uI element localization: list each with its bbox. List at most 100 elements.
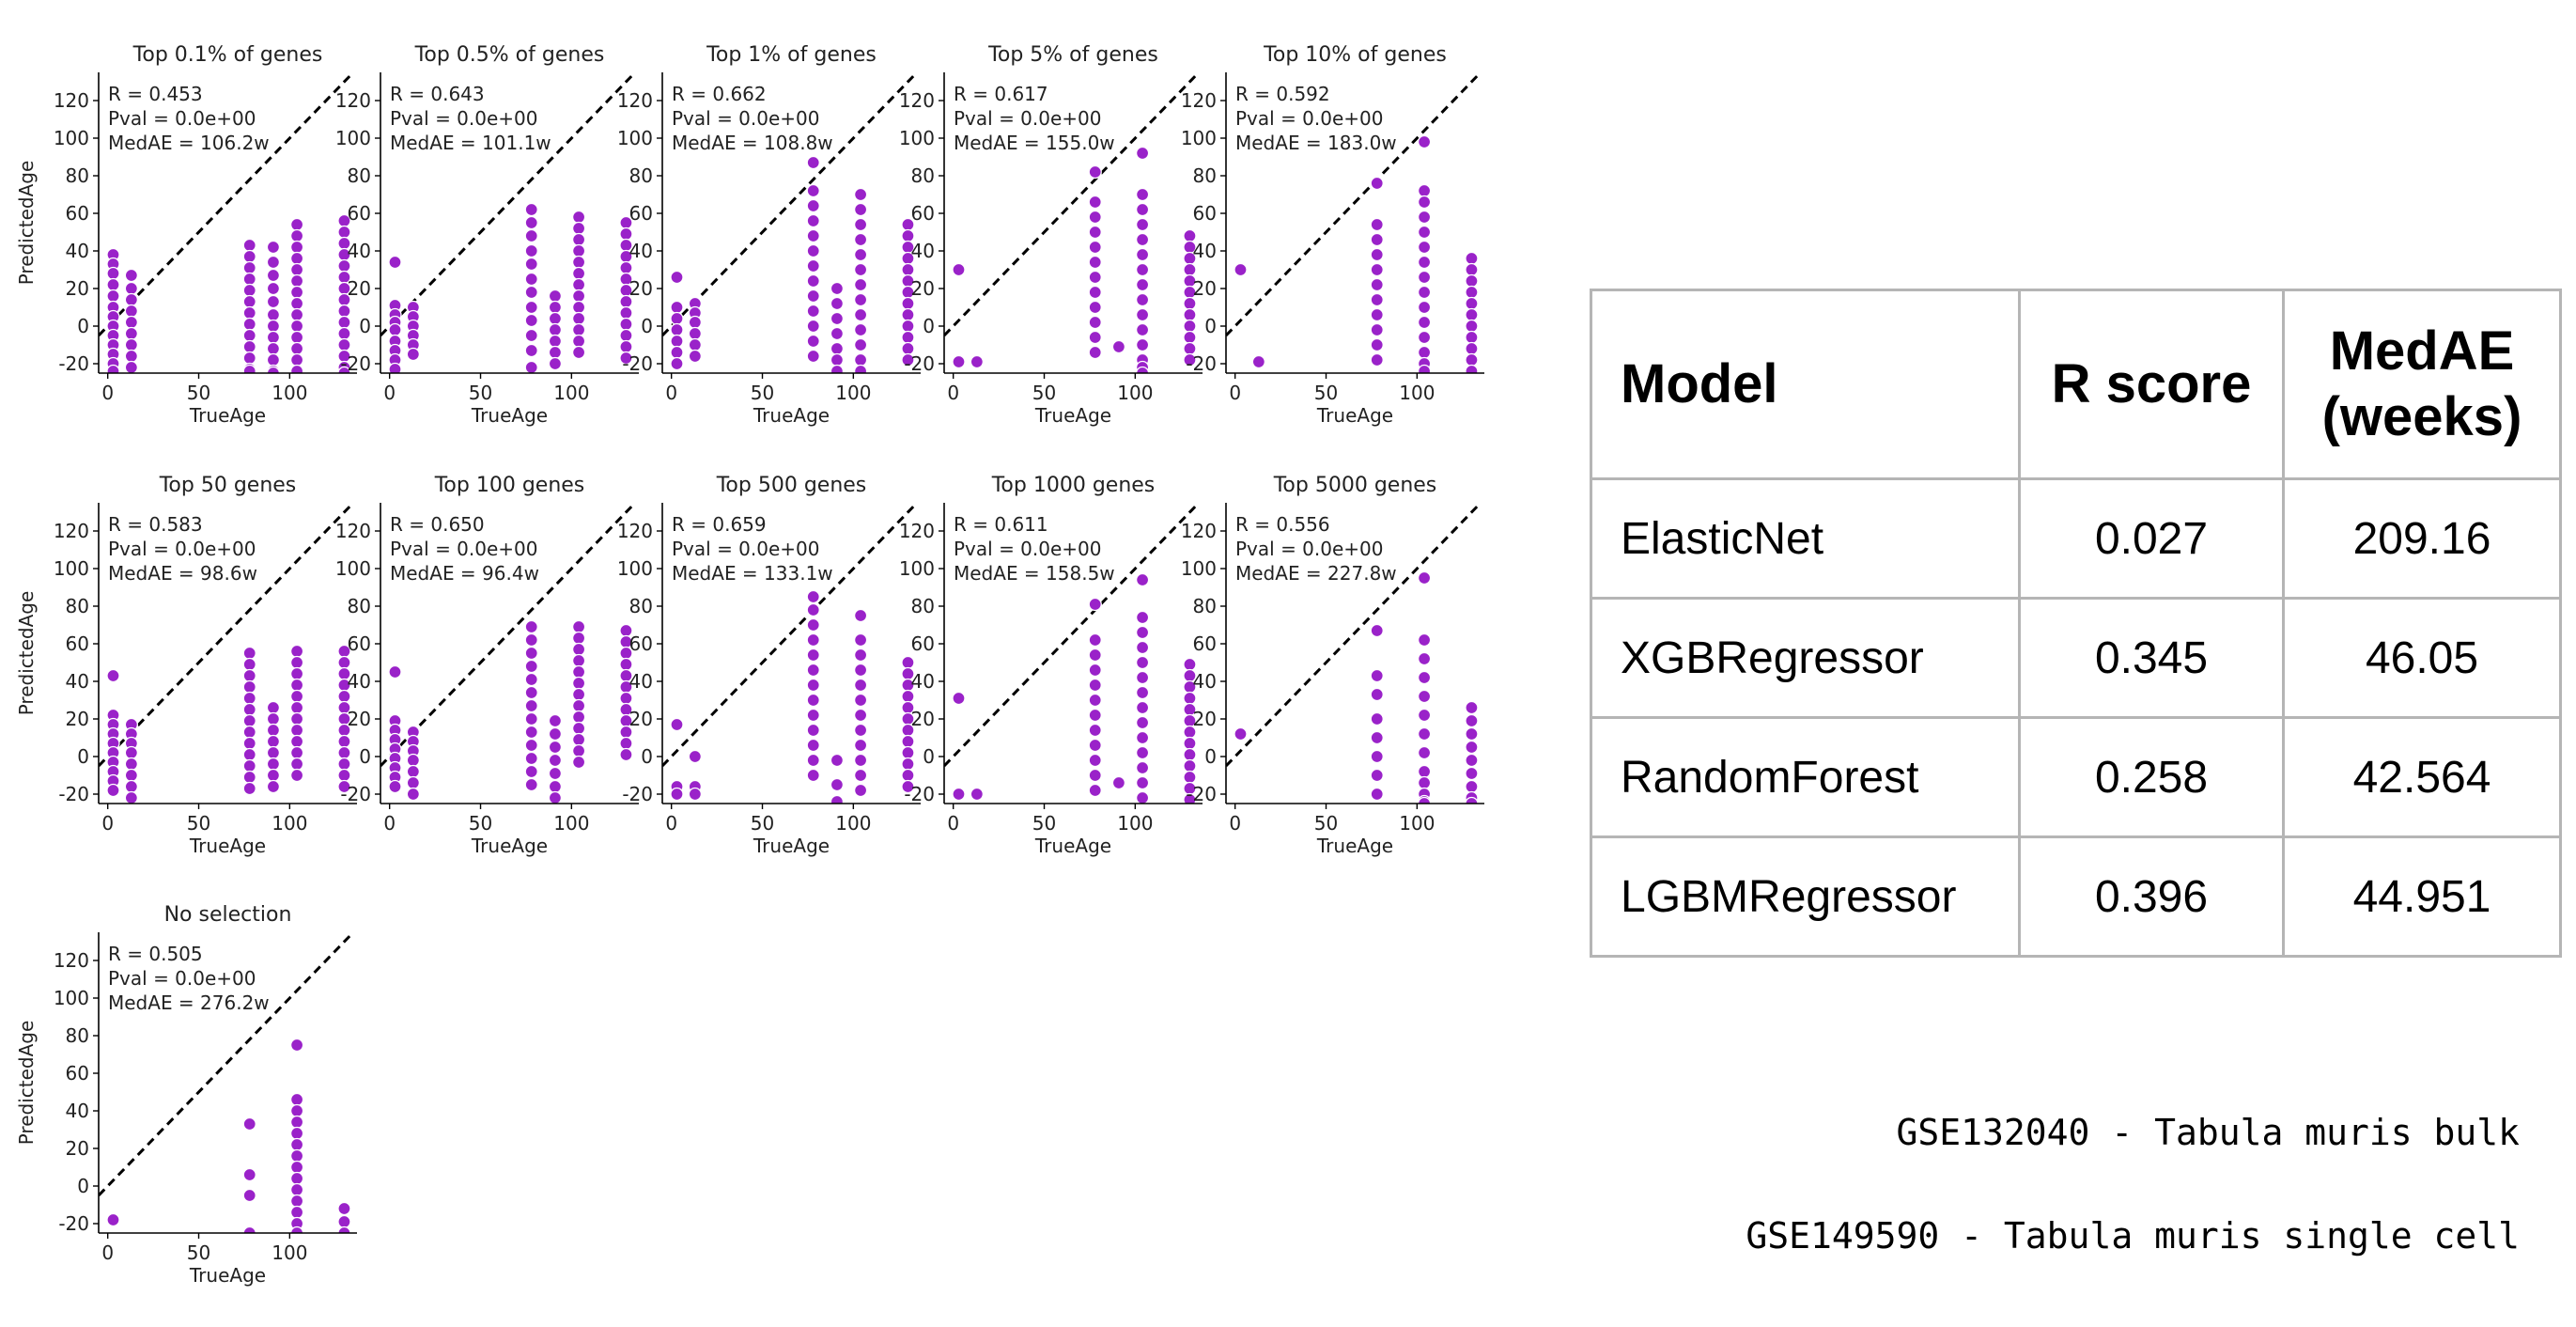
data-point [1370, 668, 1384, 683]
y-tick-label: 60 [629, 202, 653, 225]
y-tick-label: 100 [899, 127, 935, 149]
data-point [548, 300, 563, 315]
data-point [1135, 625, 1150, 640]
data-point [1111, 775, 1126, 790]
panel-title: Top 5% of genes [987, 43, 1158, 67]
y-tick-label: 40 [1193, 670, 1217, 693]
data-point [806, 258, 820, 273]
data-point [571, 755, 586, 770]
data-point [548, 322, 563, 337]
data-point [1465, 700, 1479, 715]
y-axis-label: PredictedAge [15, 591, 38, 716]
data-point [688, 337, 703, 352]
y-tick-label: 0 [641, 745, 653, 768]
data-point [242, 272, 256, 287]
y-tick-label: 60 [911, 632, 935, 655]
data-point [1135, 745, 1150, 760]
data-point [1135, 277, 1150, 292]
data-point [266, 307, 281, 322]
stats-annotation: MedAE = 155.0w [954, 132, 1115, 154]
data-point [548, 779, 563, 794]
data-point [1135, 247, 1150, 262]
data-point [670, 322, 684, 337]
data-point [266, 352, 281, 367]
x-tick-label: 50 [469, 812, 492, 835]
data-point [1088, 693, 1102, 708]
data-point [830, 311, 845, 326]
data-point [266, 294, 281, 309]
data-point [619, 747, 633, 762]
x-axis-label: TrueAge [471, 835, 548, 857]
table-row: XGBRegressor 0.345 46.05 [1590, 597, 2562, 719]
data-point [688, 326, 703, 341]
x-tick-label: 50 [1032, 812, 1056, 835]
data-point [242, 702, 256, 717]
x-tick-label: 50 [187, 812, 210, 835]
data-point [1370, 277, 1384, 292]
x-tick-label: 100 [272, 1241, 307, 1264]
y-tick-label: -20 [1186, 783, 1217, 805]
stats-annotation: R = 0.659 [672, 513, 767, 536]
data-point [524, 685, 538, 700]
scatter-panel: -20 0 20 40 60 80 100 120 0 50 100 TrueAge Predicted… [15, 474, 357, 857]
data-point [242, 364, 256, 373]
data-point [853, 708, 868, 723]
y-tick-label: 120 [617, 89, 653, 112]
x-tick-label: 0 [665, 812, 677, 835]
data-point [1465, 352, 1479, 367]
data-point [266, 745, 281, 760]
data-point [830, 341, 845, 356]
y-tick-label: 80 [348, 164, 371, 187]
data-points [106, 213, 351, 373]
data-point [1088, 738, 1102, 753]
stats-annotation: Pval = 0.0e+00 [1235, 538, 1384, 560]
data-point [337, 1226, 351, 1233]
stats-annotation: MedAE = 227.8w [1235, 562, 1397, 585]
data-point [1417, 330, 1432, 345]
data-point [124, 281, 139, 296]
data-point [337, 1201, 351, 1216]
data-point [266, 779, 281, 794]
data-point [1088, 285, 1102, 300]
y-tick-label: 60 [348, 632, 371, 655]
data-point [1088, 632, 1102, 648]
data-point [806, 155, 820, 170]
stats-annotation: Pval = 0.0e+00 [108, 967, 256, 990]
data-point [1465, 296, 1479, 311]
data-point [1465, 251, 1479, 266]
data-point [1417, 632, 1432, 648]
cell-model: LGBMRegressor [1590, 835, 2021, 958]
data-point [1135, 307, 1150, 322]
data-point [806, 289, 820, 304]
panel-title: Top 1000 genes [991, 474, 1156, 497]
data-point [524, 313, 538, 328]
cell-model: RandomForest [1590, 716, 2021, 838]
data-point [1251, 354, 1266, 369]
y-tick-label: -20 [622, 783, 653, 805]
data-point [548, 356, 563, 371]
panel-title: No selection [164, 903, 292, 927]
x-tick-label: 0 [665, 382, 677, 404]
reference-line [662, 70, 919, 337]
x-tick-label: 100 [553, 382, 589, 404]
y-tick-label: 120 [54, 520, 89, 542]
data-point [106, 266, 120, 281]
stats-annotation: Pval = 0.0e+00 [954, 107, 1102, 130]
table-row: ElasticNet 0.027 209.16 [1590, 477, 2562, 600]
data-point [289, 1092, 304, 1107]
stats-annotation: MedAE = 108.8w [672, 132, 833, 154]
data-point [524, 257, 538, 272]
data-point [1370, 247, 1384, 262]
data-point [670, 356, 684, 371]
x-tick-label: 100 [272, 382, 307, 404]
data-point [1088, 210, 1102, 225]
data-point [242, 736, 256, 751]
data-point [670, 300, 684, 315]
data-point [853, 768, 868, 783]
data-point [853, 292, 868, 307]
data-point [289, 1115, 304, 1130]
reference-line [1226, 501, 1482, 768]
data-point [1135, 572, 1150, 587]
data-point [806, 708, 820, 723]
